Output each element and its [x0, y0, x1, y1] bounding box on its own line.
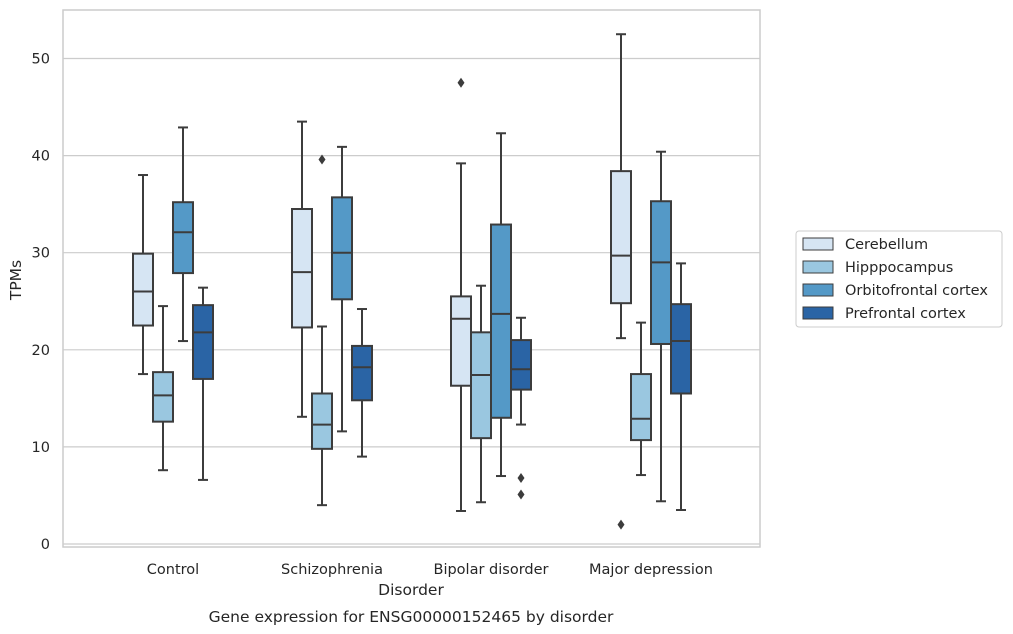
box-iqr [450, 295, 472, 387]
box-group [510, 316, 532, 500]
x-axis-label: Disorder [378, 581, 444, 599]
box-group [311, 154, 333, 507]
box-group [192, 286, 214, 481]
box-group [331, 145, 353, 433]
outlier-point [617, 519, 625, 530]
box-group [610, 33, 632, 530]
box-group [470, 284, 492, 504]
box-iqr [291, 208, 313, 329]
plot-frame [62, 9, 761, 548]
y-tick-labels: 0 10 20 30 40 50 [32, 52, 50, 554]
y-tick-label: 40 [32, 149, 50, 165]
box-iqr [132, 252, 154, 327]
outlier-point [517, 472, 525, 483]
box-iqr [510, 339, 532, 391]
legend-label: Prefrontal cortex [845, 306, 966, 322]
outlier-point [318, 154, 326, 165]
legend-label: Hipppocampus [845, 260, 953, 276]
legend-swatch [802, 237, 834, 251]
y-tick-label: 20 [32, 343, 50, 359]
outlier-point [457, 77, 465, 88]
y-axis-label: TPMs [7, 260, 25, 301]
box-iqr [311, 392, 333, 450]
legend-item: Cerebellum [802, 237, 928, 253]
box-iqr [152, 371, 174, 423]
legend-swatch [802, 260, 834, 274]
box-iqr [670, 303, 692, 395]
x-tick-label: Bipolar disorder [434, 562, 549, 578]
box-iqr [470, 331, 492, 440]
legend-item: Orbitofrontal cortex [802, 283, 988, 299]
box-group [490, 132, 512, 478]
box-group [450, 77, 472, 512]
box-group [172, 126, 194, 343]
legend-frame [795, 230, 1003, 328]
box-group [132, 174, 154, 376]
box-group [670, 262, 692, 512]
x-tick-label: Major depression [589, 562, 713, 578]
box-iqr [351, 344, 373, 402]
box-iqr [650, 200, 672, 345]
box-iqr [192, 304, 214, 380]
x-tick-labels: Control Schizophrenia Bipolar disorder Majo… [147, 562, 713, 578]
legend-swatch [802, 283, 834, 297]
box-group [152, 305, 174, 472]
chart-caption: Gene expression for ENSG00000152465 by d… [209, 608, 614, 626]
legend: Cerebellum Hipppocampus Orbitofrontal cort… [795, 230, 1003, 328]
box-iqr [172, 201, 194, 275]
box-group [351, 308, 373, 458]
legend-label: Orbitofrontal cortex [845, 283, 988, 299]
box-iqr [630, 373, 652, 442]
y-tick-label: 0 [41, 537, 50, 553]
box-group [650, 150, 672, 503]
box-group [291, 120, 313, 418]
x-tick-label: Control [147, 562, 199, 578]
boxes [132, 33, 692, 530]
box-iqr [331, 196, 353, 301]
legend-item: Hipppocampus [802, 260, 953, 276]
x-tick-label: Schizophrenia [281, 562, 383, 578]
y-tick-label: 30 [32, 246, 50, 262]
outlier-point [517, 489, 525, 500]
legend-item: Prefrontal cortex [802, 306, 966, 322]
legend-swatch [802, 306, 834, 320]
box-iqr [610, 170, 632, 305]
box-group [630, 321, 652, 477]
y-tick-label: 10 [32, 440, 50, 456]
box-iqr [490, 223, 512, 419]
y-tick-label: 50 [32, 52, 50, 68]
legend-label: Cerebellum [845, 237, 928, 253]
